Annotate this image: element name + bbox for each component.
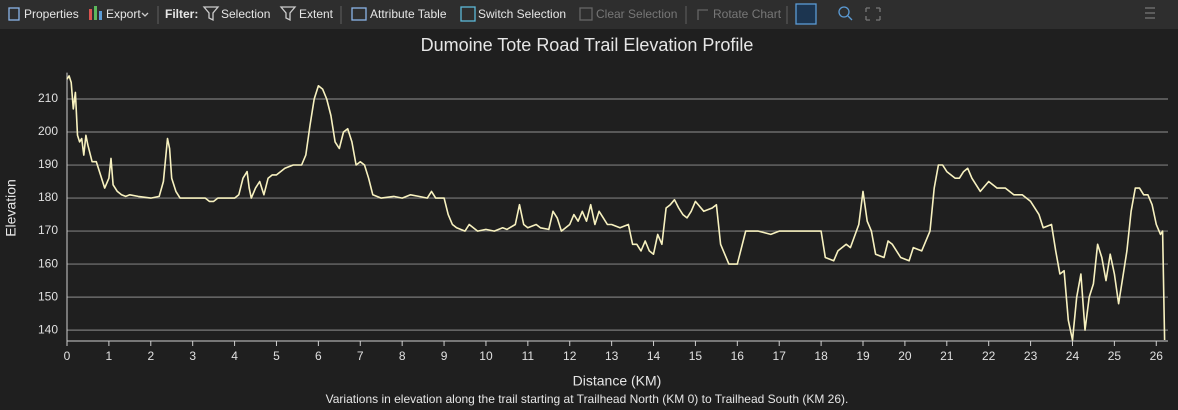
x-tick-label: 1 [106, 349, 113, 363]
x-tick-label: 2 [147, 349, 154, 363]
icon [865, 7, 881, 21]
x-tick-label: 24 [1066, 349, 1080, 363]
separator [157, 6, 788, 24]
x-tick-label: 8 [399, 349, 406, 363]
icon [202, 6, 220, 22]
x-tick-label: 10 [479, 349, 493, 363]
y-tick-label: 210 [38, 91, 58, 105]
x-tick-label: 11 [522, 349, 535, 363]
x-tick-label: 3 [189, 349, 196, 363]
x-tick-label: 23 [1024, 349, 1038, 363]
x-tick-label: 13 [605, 349, 619, 363]
toolbar-button: Clear Selection [596, 7, 677, 21]
toolbar-button[interactable]: Switch Selection [478, 7, 566, 21]
icon [89, 9, 92, 20]
x-tick-label: 20 [898, 349, 912, 363]
icon [460, 6, 476, 22]
x-tick-label: 16 [731, 349, 745, 363]
y-axis-label: Elevation [3, 179, 19, 237]
x-tick-label: 22 [982, 349, 996, 363]
x-tick-label: 12 [563, 349, 577, 363]
icon [141, 12, 149, 17]
y-tick-label: 140 [38, 322, 58, 336]
y-tick-label: 200 [38, 124, 58, 138]
toolbar-button[interactable]: Properties [24, 7, 79, 21]
x-tick-label: 26 [1150, 349, 1164, 363]
icon[interactable] [795, 3, 817, 25]
x-tick-label: 6 [315, 349, 322, 363]
x-tick-label: 14 [647, 349, 661, 363]
icon [697, 9, 708, 20]
subtitle: Variations in elevation along the trail … [326, 392, 849, 406]
icon [579, 7, 593, 21]
x-tick-label: 9 [441, 349, 448, 363]
icon [94, 6, 97, 20]
y-tick-label: 160 [38, 256, 58, 270]
y-tick-label: 190 [38, 157, 58, 171]
y-tick-label: 170 [38, 223, 58, 237]
toolbar-button: Rotate Chart [713, 7, 782, 21]
toolbar-button: Filter: [165, 7, 198, 21]
chart-title: Dumoine Tote Road Trail Elevation Profil… [421, 35, 754, 55]
x-tick-label: 7 [357, 349, 364, 363]
x-tick-label: 17 [773, 349, 787, 363]
x-tick-label: 15 [689, 349, 703, 363]
toolbar [0, 0, 1178, 29]
icon [8, 7, 20, 21]
toolbar-button[interactable]: Extent [299, 7, 334, 21]
x-tick-label: 0 [64, 349, 71, 363]
icon [1145, 7, 1155, 19]
y-tick-label: 180 [38, 190, 58, 204]
toolbar-button[interactable]: Attribute Table [370, 7, 447, 21]
icon[interactable] [847, 15, 853, 21]
x-tick-label: 4 [231, 349, 238, 363]
x-tick-label: 21 [940, 349, 954, 363]
x-tick-label: 25 [1108, 349, 1122, 363]
icon [99, 11, 102, 20]
toolbar-icons [8, 3, 1155, 25]
x-tick-label: 18 [814, 349, 828, 363]
x-tick-label: 5 [273, 349, 280, 363]
toolbar-button[interactable]: Export [106, 7, 141, 21]
icon[interactable] [838, 6, 850, 18]
y-tick-label: 150 [38, 289, 58, 303]
toolbar-button[interactable]: Selection [221, 7, 270, 21]
icon [279, 6, 297, 22]
elevation-line [66, 75, 1166, 341]
x-tick-label: 19 [856, 349, 870, 363]
icon [351, 7, 367, 21]
x-axis-label: Distance (KM) [573, 373, 662, 389]
